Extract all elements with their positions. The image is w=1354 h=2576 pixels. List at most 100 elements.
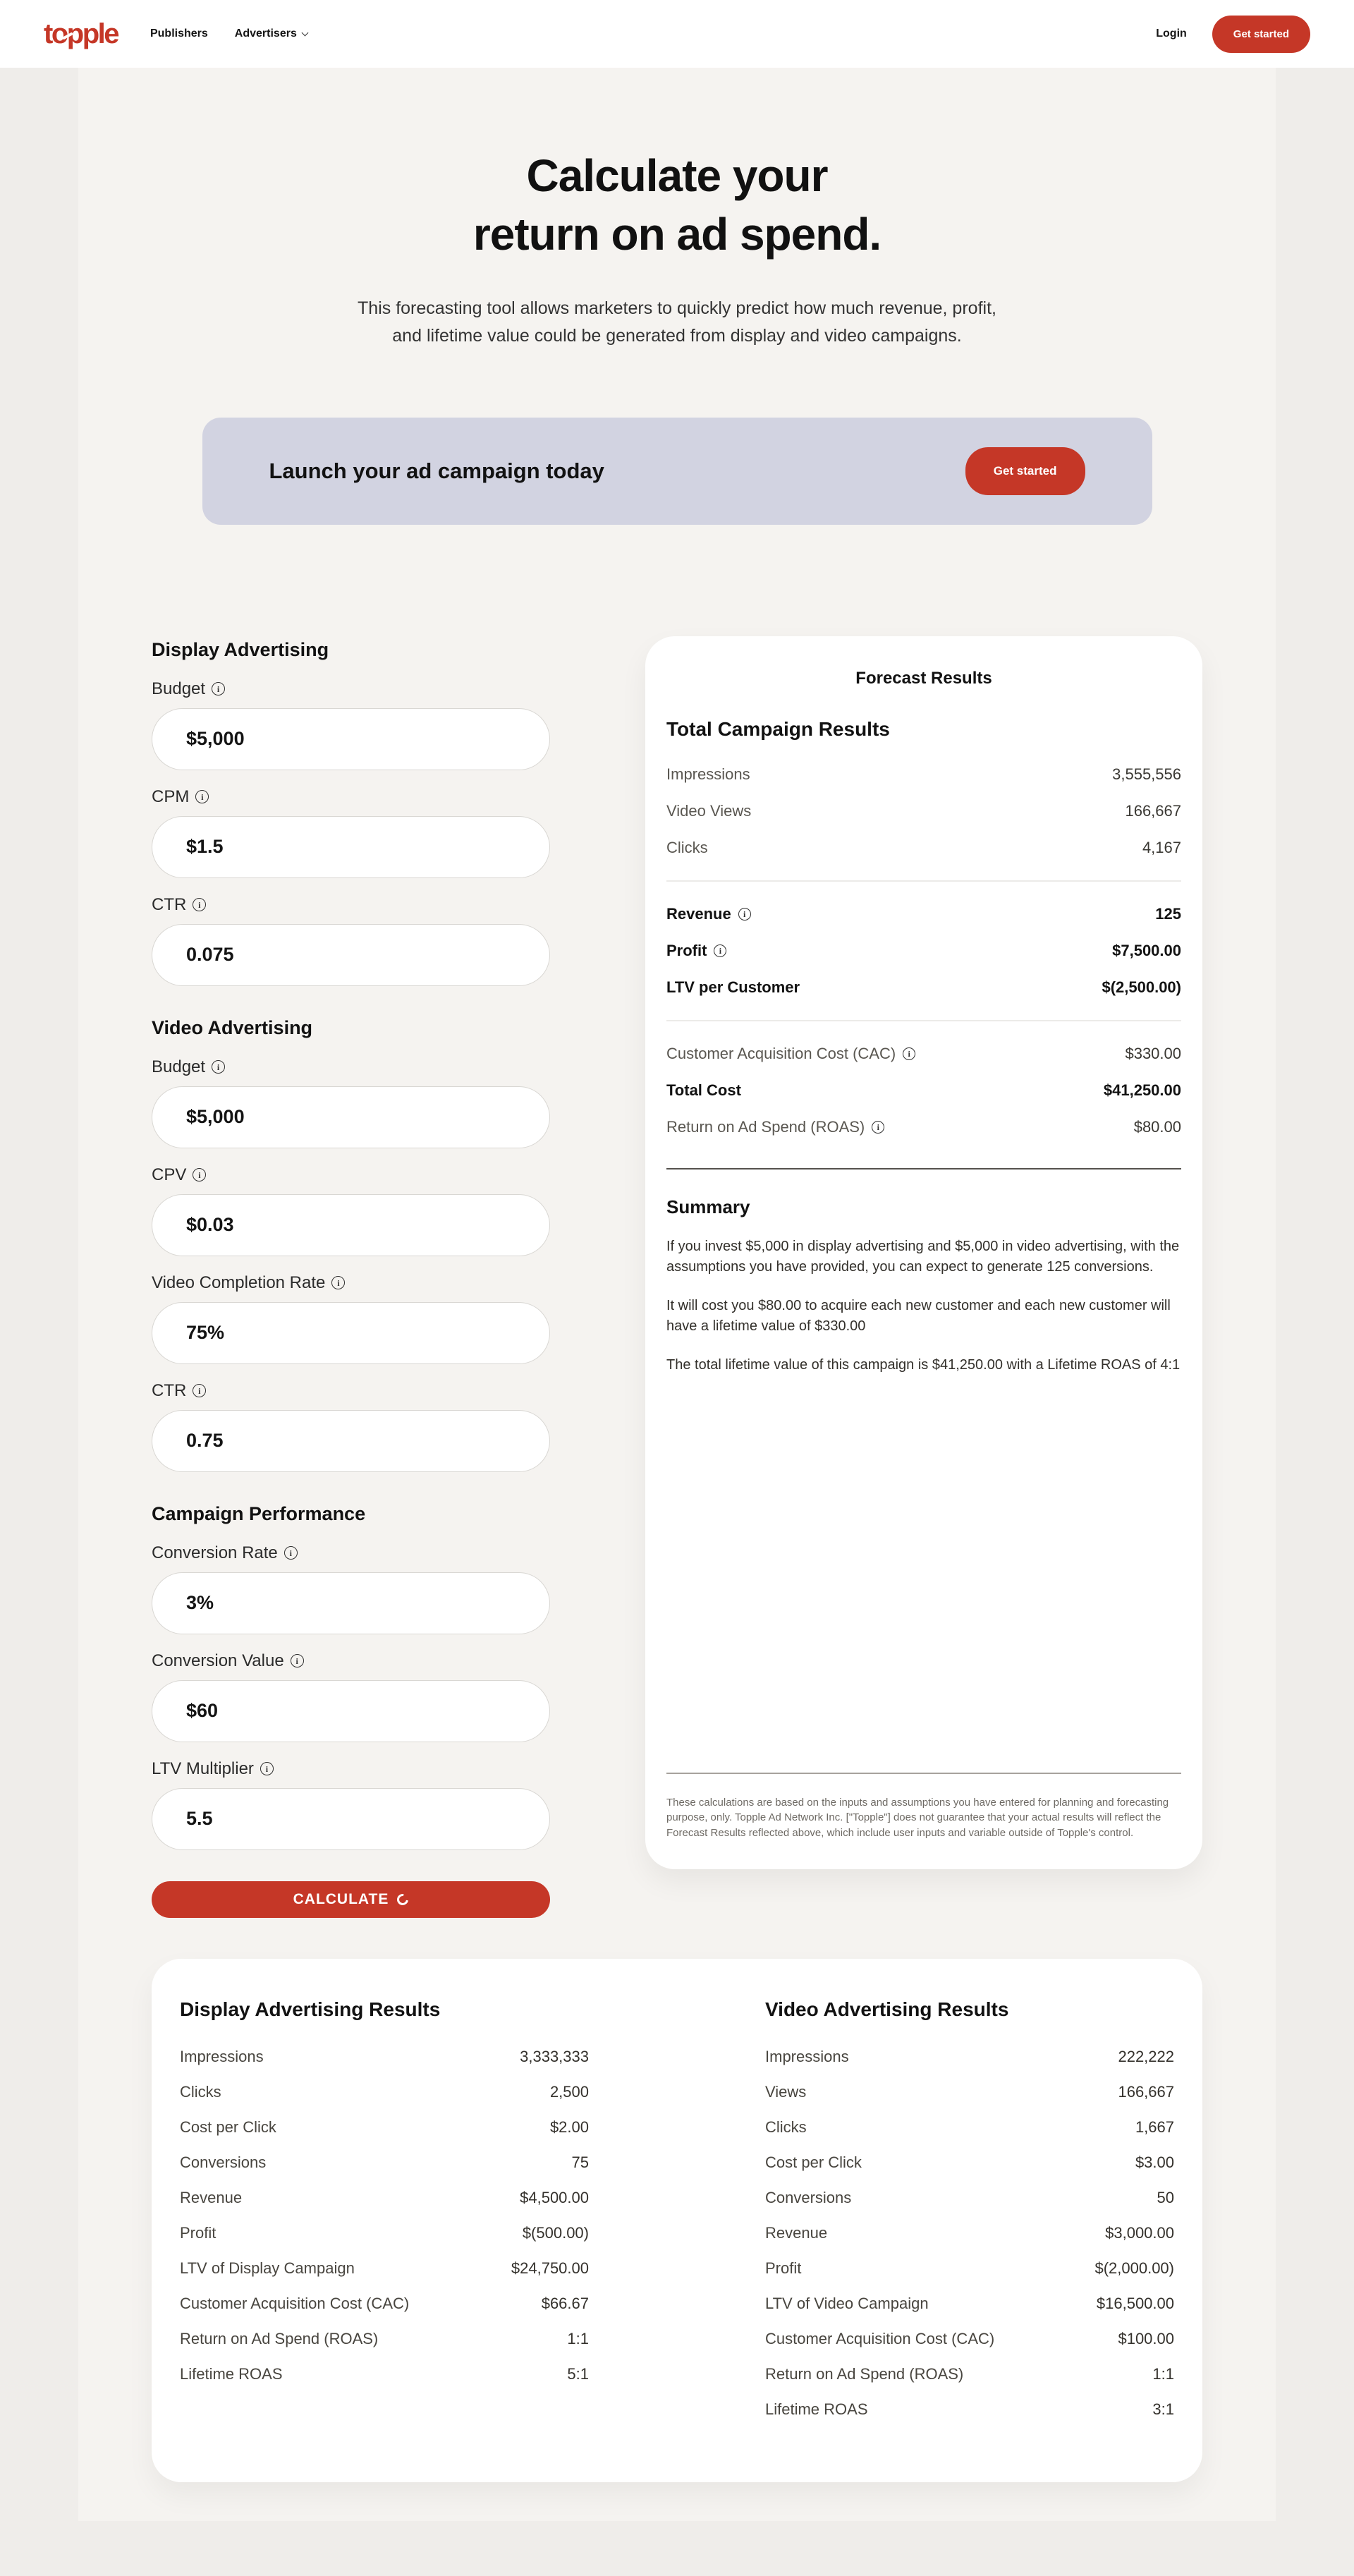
info-icon[interactable] [193, 1168, 207, 1182]
field-video-completion-rate: Video Completion Rate [152, 1273, 550, 1364]
divider-mid [666, 1772, 1181, 1774]
info-icon[interactable] [872, 1120, 885, 1134]
display-ctr-input[interactable] [152, 923, 550, 986]
field-label-text: Conversion Rate [152, 1543, 278, 1562]
forecast-subtitle: Total Campaign Results [666, 717, 890, 740]
info-icon[interactable] [193, 1384, 207, 1398]
page-subtitle: This forecasting tool allows marketers t… [358, 298, 996, 346]
row-label: Clicks [666, 839, 708, 857]
header-get-started-button[interactable]: Get started [1212, 15, 1310, 53]
field-label: Conversion Rate [152, 1543, 550, 1563]
row-label: Customer Acquisition Cost (CAC) [765, 2329, 995, 2347]
forecast-row-impressions: Impressions 3,555,556 [666, 756, 1181, 793]
row-label: Impressions [666, 765, 750, 784]
hero-section: Calculate your return on ad spend. This … [78, 68, 1276, 350]
field-label: CTR [152, 895, 550, 915]
result-row: Lifetime ROAS 3:1 [765, 2392, 1174, 2427]
calculate-button[interactable]: CALCULATE [152, 1881, 550, 1918]
page-title: Calculate your return on ad spend. [78, 147, 1276, 264]
row-value: 1:1 [1152, 2364, 1174, 2383]
video-ctr-input[interactable] [152, 1409, 550, 1472]
row-label-text: Clicks [666, 838, 708, 856]
info-icon[interactable] [738, 907, 751, 921]
calculator-form: Display Advertising Budget CPM [152, 636, 550, 1918]
conversion-rate-input[interactable] [152, 1572, 550, 1634]
field-display-ctr: CTR [152, 895, 550, 986]
row-label: Customer Acquisition Cost (CAC) [666, 1045, 916, 1063]
divider-dark [666, 1167, 1181, 1169]
page-title-line1: Calculate your [526, 150, 828, 201]
video-results-heading: Video Advertising Results [765, 1998, 1009, 2020]
forecast-results-card: Forecast Results Total Campaign Results … [645, 636, 1202, 1869]
field-label: CTR [152, 1381, 550, 1401]
info-icon[interactable] [193, 898, 207, 912]
result-row: Lifetime ROAS 5:1 [180, 2357, 589, 2392]
result-row: Return on Ad Spend (ROAS) 1:1 [180, 2321, 589, 2357]
nav-publishers-label: Publishers [150, 28, 208, 40]
cpv-input[interactable] [152, 1193, 550, 1256]
info-icon[interactable] [290, 1654, 304, 1668]
nav-advertisers[interactable]: Advertisers [234, 28, 309, 40]
row-value: 166,667 [1118, 2082, 1174, 2101]
row-label-text: Return on Ad Spend (ROAS) [666, 1117, 865, 1136]
info-icon[interactable] [260, 1762, 274, 1776]
divider [666, 1019, 1181, 1021]
field-display-budget: Budget [152, 679, 550, 770]
summary-paragraph: The total lifetime value of this campaig… [666, 1356, 1181, 1373]
field-label-text: Budget [152, 679, 206, 698]
info-icon[interactable] [212, 1060, 226, 1074]
banner-get-started-button[interactable]: Get started [965, 446, 1085, 495]
login-link[interactable]: Login [1156, 28, 1187, 40]
info-icon[interactable] [331, 1276, 346, 1290]
info-icon[interactable] [195, 790, 209, 804]
cpm-input[interactable] [152, 815, 550, 878]
row-value: $3.00 [1135, 2153, 1174, 2171]
row-value: 4,167 [1142, 838, 1181, 856]
row-label: Revenue [180, 2188, 243, 2206]
row-label: Return on Ad Spend (ROAS) [666, 1117, 885, 1136]
display-results-column: Display Advertising Results Impressions 3… [180, 1998, 589, 2392]
row-value: $80.00 [1133, 1117, 1181, 1136]
field-label-text: CPM [152, 786, 190, 806]
nav-advertisers-label: Advertisers [234, 28, 297, 40]
field-label-text: Video Completion Rate [152, 1272, 326, 1292]
row-label: Video Views [666, 802, 751, 820]
info-icon[interactable] [212, 682, 226, 696]
row-value: 166,667 [1125, 801, 1181, 820]
video-completion-rate-input[interactable] [152, 1301, 550, 1364]
field-label: Conversion Value [152, 1651, 550, 1671]
video-advertising-section: Video Advertising Budget CPV [152, 1017, 550, 1472]
row-label: Views [765, 2082, 807, 2101]
info-icon[interactable] [714, 944, 727, 957]
conversion-value-input[interactable] [152, 1679, 550, 1742]
nav-publishers[interactable]: Publishers [150, 28, 208, 40]
header: topple Publishers Advertisers Login Get … [0, 0, 1354, 68]
result-row: Revenue $4,500.00 [180, 2180, 589, 2216]
info-icon[interactable] [903, 1047, 916, 1060]
forecast-title: Forecast Results [855, 668, 992, 688]
row-label-text: Impressions [666, 765, 750, 783]
row-label: Conversions [765, 2188, 852, 2206]
row-label: LTV of Display Campaign [180, 2259, 355, 2277]
field-label: LTV Multiplier [152, 1759, 550, 1779]
field-video-ctr: CTR [152, 1381, 550, 1472]
field-conversion-rate: Conversion Rate [152, 1543, 550, 1634]
video-budget-input[interactable] [152, 1086, 550, 1148]
field-label-text: CTR [152, 894, 187, 914]
display-budget-input[interactable] [152, 707, 550, 770]
field-conversion-value: Conversion Value [152, 1651, 550, 1742]
field-label: Budget [152, 679, 550, 699]
row-value: $2.00 [549, 2118, 589, 2136]
ltv-multiplier-input[interactable] [152, 1787, 550, 1850]
info-icon[interactable] [283, 1546, 298, 1560]
section-heading: Video Advertising [152, 1016, 313, 1038]
result-row: Customer Acquisition Cost (CAC) $100.00 [765, 2321, 1174, 2357]
result-row: Customer Acquisition Cost (CAC) $66.67 [180, 2286, 589, 2321]
row-value: $7,500.00 [1112, 941, 1181, 959]
row-value: 1:1 [567, 2329, 589, 2347]
result-row: LTV of Display Campaign $24,750.00 [180, 2251, 589, 2286]
brand-logo[interactable]: topple [44, 20, 119, 48]
row-label: LTV per Customer [666, 978, 800, 997]
row-label: Lifetime ROAS [765, 2400, 868, 2418]
header-actions: Login Get started [1156, 15, 1310, 53]
